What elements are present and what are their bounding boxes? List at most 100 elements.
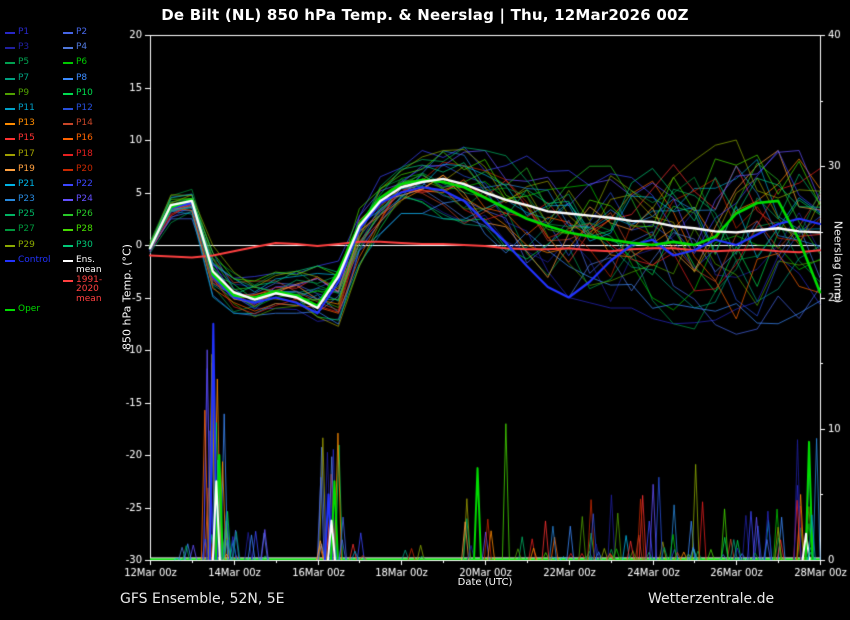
p26-swatch — [63, 214, 73, 217]
p29-swatch — [5, 244, 15, 247]
p17-label: P17 — [18, 148, 35, 159]
legend-item-p24: P24 — [63, 194, 121, 205]
oper-label: Oper — [18, 304, 41, 315]
legend-item-p5: P5 — [5, 57, 63, 68]
1991-2020-mean-label: 1991-2020 mean — [76, 274, 103, 305]
legend-item-control: Control — [5, 254, 63, 266]
legend-item-oper: Oper — [5, 304, 63, 315]
legend-item-p18: P18 — [63, 148, 121, 160]
p3-swatch — [5, 47, 15, 50]
legend-item-p9: P9 — [5, 87, 63, 99]
x-axis-label: Date (UTC) — [457, 577, 513, 588]
p1-swatch — [5, 32, 15, 34]
legend-item-p28: P28 — [63, 225, 121, 235]
p11-label: P11 — [18, 102, 35, 113]
p2-label: P2 — [76, 27, 88, 37]
footer-model-info: GFS Ensemble, 52N, 5E — [120, 591, 285, 607]
legend-item-p2: P2 — [63, 27, 121, 38]
legend-row: P5 P6 — [2, 57, 152, 73]
legend-item-p12: P12 — [63, 102, 121, 114]
p21-label: P21 — [18, 178, 35, 189]
p18-swatch — [63, 153, 73, 156]
legend-item-p22: P22 — [63, 178, 121, 190]
p23-swatch — [5, 199, 15, 202]
legend-row: P17 P18 — [2, 148, 152, 165]
chart-title: De Bilt (NL) 850 hPa Temp. & Neerslag | … — [161, 6, 689, 24]
p27-label: P27 — [18, 224, 35, 235]
legend-item-p3: P3 — [5, 42, 63, 53]
p15-label: P15 — [18, 133, 35, 144]
p8-label: P8 — [76, 72, 88, 83]
p28-swatch — [63, 229, 73, 232]
p27-swatch — [5, 229, 15, 232]
legend-row: P9 P10 — [2, 87, 152, 104]
1991-2020-mean-swatch — [63, 279, 73, 282]
p11-swatch — [5, 107, 15, 110]
legend-row: Control Ens. mean — [2, 254, 152, 276]
legend-row: P11 P12 — [2, 102, 152, 119]
legend-item-p29: P29 — [5, 240, 63, 251]
p25-label: P25 — [18, 209, 35, 220]
y-left-axis-label: 850 hPa Temp. (°C) — [120, 244, 134, 350]
p7-swatch — [5, 77, 15, 80]
p30-label: P30 — [76, 239, 93, 250]
p22-label: P22 — [76, 178, 93, 189]
legend-item-1991-2020-mean: 1991-2020 mean — [63, 274, 121, 306]
control-label: Control — [18, 254, 51, 265]
p20-label: P20 — [76, 163, 93, 174]
legend-item-p13: P13 — [5, 118, 63, 129]
p6-label: P6 — [76, 57, 88, 68]
legend-item-p26: P26 — [63, 209, 121, 220]
p17-swatch — [5, 153, 15, 156]
legend-item-p10: P10 — [63, 88, 121, 99]
p28-label: P28 — [76, 224, 93, 235]
p16-swatch — [63, 138, 73, 141]
p19-swatch — [5, 168, 15, 171]
p10-swatch — [63, 92, 73, 95]
p20-swatch — [63, 168, 73, 171]
p12-label: P12 — [76, 102, 93, 113]
legend-row: P21 P22 — [2, 178, 152, 195]
p24-swatch — [63, 199, 73, 202]
p6-swatch — [63, 62, 73, 65]
legend-item-p1: P1 — [5, 27, 63, 38]
p14-label: P14 — [76, 118, 93, 129]
legend-item-p16: P16 — [63, 133, 121, 144]
p13-label: P13 — [18, 118, 35, 129]
control-swatch — [5, 259, 15, 262]
p22-swatch — [63, 183, 73, 186]
p4-swatch — [63, 47, 73, 50]
legend-row: P25 P26 — [2, 209, 152, 225]
legend-item-p21: P21 — [5, 178, 63, 190]
p9-swatch — [5, 92, 15, 95]
legend-item-p14: P14 — [63, 118, 121, 129]
legend-row: P3 P4 — [2, 42, 152, 58]
legend-item-p11: P11 — [5, 102, 63, 114]
legend-row: P19 P20 — [2, 163, 152, 180]
p9-label: P9 — [18, 87, 30, 98]
legend-row: P29 P30 — [2, 239, 152, 256]
legend-item-p19: P19 — [5, 164, 63, 175]
legend-item-p30: P30 — [63, 239, 121, 251]
p1-label: P1 — [18, 27, 30, 37]
p14-swatch — [63, 123, 73, 126]
p26-label: P26 — [76, 209, 93, 220]
p3-label: P3 — [18, 42, 30, 53]
legend-item-p17: P17 — [5, 148, 63, 160]
footer-branding: Wetterzentrale.de — [648, 591, 775, 607]
p30-swatch — [63, 244, 73, 247]
legend-row: Oper — [2, 304, 152, 320]
legend-row: P7 P8 — [2, 72, 152, 89]
y-right-axis-label: Neerslag (mm) — [831, 220, 845, 304]
p25-swatch — [5, 214, 15, 217]
legend-item-p27: P27 — [5, 225, 63, 235]
p23-label: P23 — [18, 194, 35, 205]
p21-swatch — [5, 183, 15, 186]
p5-swatch — [5, 62, 15, 65]
legend-row: P23 P24 — [2, 194, 152, 210]
p8-swatch — [63, 77, 73, 80]
p18-label: P18 — [76, 148, 93, 159]
p12-swatch — [63, 107, 73, 110]
